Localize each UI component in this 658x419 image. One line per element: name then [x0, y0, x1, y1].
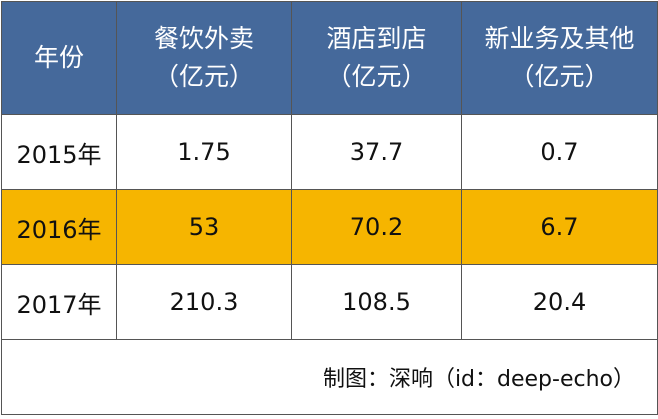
header-row: 年份 餐饮外卖 （亿元） 酒店到店 （亿元） 新业务及其他 （亿元）	[1, 1, 658, 115]
value-cell: 6.7	[461, 189, 658, 265]
value-cell: 37.7	[291, 114, 462, 190]
header-unit: （亿元）	[153, 62, 254, 91]
header-title: 酒店到店	[326, 24, 427, 53]
value-cell: 0.7	[461, 114, 658, 190]
footer-row: 制图：深响（id：deep-echo）	[1, 339, 658, 415]
value-cell: 1.75	[116, 114, 292, 190]
header-cell: 年份	[1, 1, 117, 115]
header-cell: 餐饮外卖 （亿元）	[116, 1, 292, 115]
header-title: 年份	[33, 43, 84, 72]
table-row: 2017年 210.3 108.5 20.4	[1, 264, 658, 340]
header-unit: （亿元）	[509, 62, 610, 91]
value-cell: 20.4	[461, 264, 658, 340]
header-title: 新业务及其他	[484, 24, 635, 53]
value-cell: 53	[116, 189, 292, 265]
header-title: 餐饮外卖	[153, 24, 254, 53]
header-cell: 新业务及其他 （亿元）	[461, 1, 658, 115]
year-cell: 2016年	[1, 189, 117, 265]
table-row: 2016年 53 70.2 6.7	[1, 189, 658, 265]
value-cell: 108.5	[291, 264, 462, 340]
header-unit: （亿元）	[326, 62, 427, 91]
table-row: 2015年 1.75 37.7 0.7	[1, 114, 658, 190]
value-cell: 70.2	[291, 189, 462, 265]
footer-note: 制图：深响（id：deep-echo）	[1, 339, 658, 415]
value-cell: 210.3	[116, 264, 292, 340]
year-cell: 2015年	[1, 114, 117, 190]
header-cell: 酒店到店 （亿元）	[291, 1, 462, 115]
year-cell: 2017年	[1, 264, 117, 340]
